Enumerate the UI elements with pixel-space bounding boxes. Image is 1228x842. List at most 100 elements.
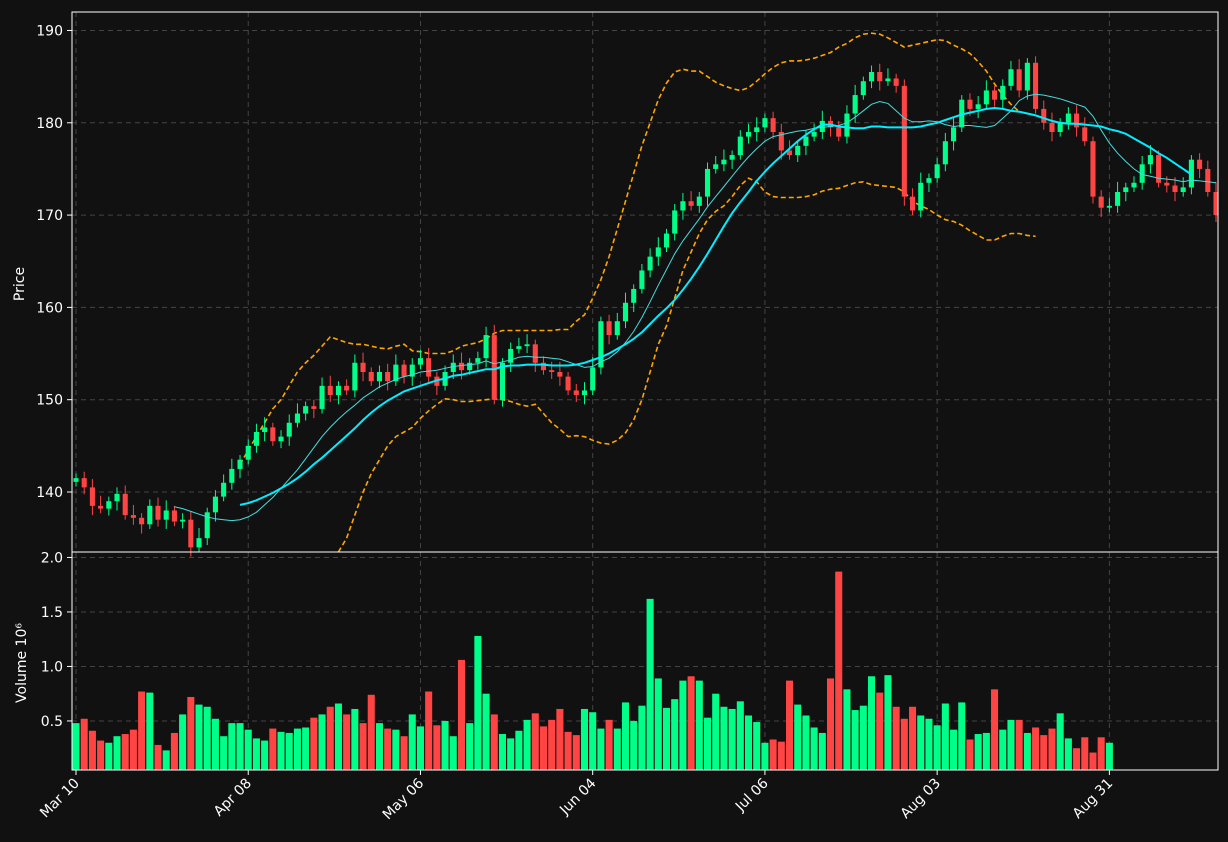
volume-bar (736, 701, 744, 770)
volume-bar (966, 739, 974, 770)
volume-bar (203, 706, 211, 770)
volume-bar (687, 676, 695, 770)
volume-bar (564, 731, 572, 770)
volume-bar (974, 734, 982, 770)
candle-body (1041, 108, 1047, 123)
volume-bar (728, 708, 736, 770)
volume-bar (621, 702, 630, 770)
candle-body (409, 364, 415, 377)
candle-body (417, 358, 424, 365)
candle-body (852, 95, 858, 114)
volume-bar (1056, 713, 1064, 770)
candle-body (1016, 69, 1022, 91)
candle-body (918, 182, 924, 211)
candle-body (1000, 85, 1006, 100)
volume-bar (236, 723, 244, 770)
candle-body (483, 335, 489, 359)
candle-body (1098, 196, 1104, 208)
volume-bar (105, 742, 113, 770)
volume-bar (507, 738, 515, 770)
volume-bar (1048, 728, 1056, 770)
volume-bar (876, 692, 884, 770)
candle-body (1049, 122, 1055, 132)
candle-body (286, 422, 292, 437)
candle-body (819, 120, 825, 132)
price-tick-label: 170 (36, 208, 63, 224)
volume-bar (72, 723, 80, 770)
candle-body (868, 72, 875, 82)
candle-body (983, 90, 989, 105)
volume-bar (1040, 735, 1048, 770)
volume-bar (334, 703, 342, 770)
candle-body (1008, 69, 1014, 86)
candle-body (598, 321, 604, 368)
candle-body (237, 459, 243, 469)
candle-body (967, 99, 973, 109)
candle-body (1197, 159, 1203, 169)
upper-band-line (239, 32, 1020, 465)
candle-body (524, 344, 530, 347)
volume-bar (744, 715, 753, 770)
candle-body (745, 132, 752, 137)
volume-bar (1007, 719, 1015, 770)
candle-body (803, 136, 809, 146)
candle-body (253, 432, 259, 446)
volume-bar (613, 728, 621, 770)
volume-axis-label: Volume 10⁶ (14, 623, 30, 703)
candle-body (1147, 155, 1153, 165)
candle-body (614, 321, 620, 336)
candle-body (311, 406, 317, 409)
volume-tick-label: 1.5 (41, 605, 63, 621)
candle-body (1065, 113, 1071, 123)
volume-bar (703, 717, 712, 770)
candle-body (262, 427, 268, 432)
candle-body (992, 90, 998, 100)
candle-body (573, 390, 579, 396)
candle-body (557, 372, 563, 377)
candle-body (508, 348, 514, 363)
volume-tick-label: 1.0 (41, 659, 63, 675)
volume-bar (211, 718, 219, 770)
volume-bar (343, 714, 351, 770)
candle-body (139, 517, 145, 525)
candle-body (1172, 185, 1178, 192)
candle-body (901, 85, 907, 197)
volume-bar (925, 718, 933, 770)
volume-bar (589, 712, 597, 770)
volume-bar (1105, 742, 1113, 770)
candle-body (975, 104, 981, 109)
candle-body (475, 358, 481, 363)
volume-bar (1015, 719, 1023, 770)
volume-bar (457, 659, 465, 770)
candle-body (549, 370, 555, 372)
candle-body (294, 413, 300, 423)
candle-body (499, 362, 506, 400)
volume-bar (1073, 748, 1081, 770)
volume-bar (810, 727, 818, 770)
candle-body (951, 127, 957, 142)
volume-bar (982, 732, 990, 770)
volume-bar (892, 706, 900, 770)
volume-bar (597, 728, 605, 770)
volume-bar (252, 738, 260, 770)
price-tick-label: 180 (36, 116, 63, 132)
volume-bar (646, 598, 654, 770)
volume-bar (638, 705, 646, 770)
candle-body (180, 519, 186, 522)
volume-bar (88, 730, 96, 770)
volume-bar (195, 704, 203, 770)
volume-bar (991, 689, 999, 770)
candle-body (721, 159, 727, 165)
volume-bar (843, 689, 851, 770)
candle-body (401, 364, 407, 377)
volume-bar (302, 727, 310, 770)
candle-body (704, 168, 711, 197)
candle-body (893, 78, 899, 86)
candle-body (467, 362, 473, 371)
candle-body (270, 427, 276, 442)
volume-bar (261, 740, 269, 770)
volume-bar (277, 731, 285, 770)
volume-bar (1097, 737, 1105, 770)
volume-bar (531, 713, 539, 770)
